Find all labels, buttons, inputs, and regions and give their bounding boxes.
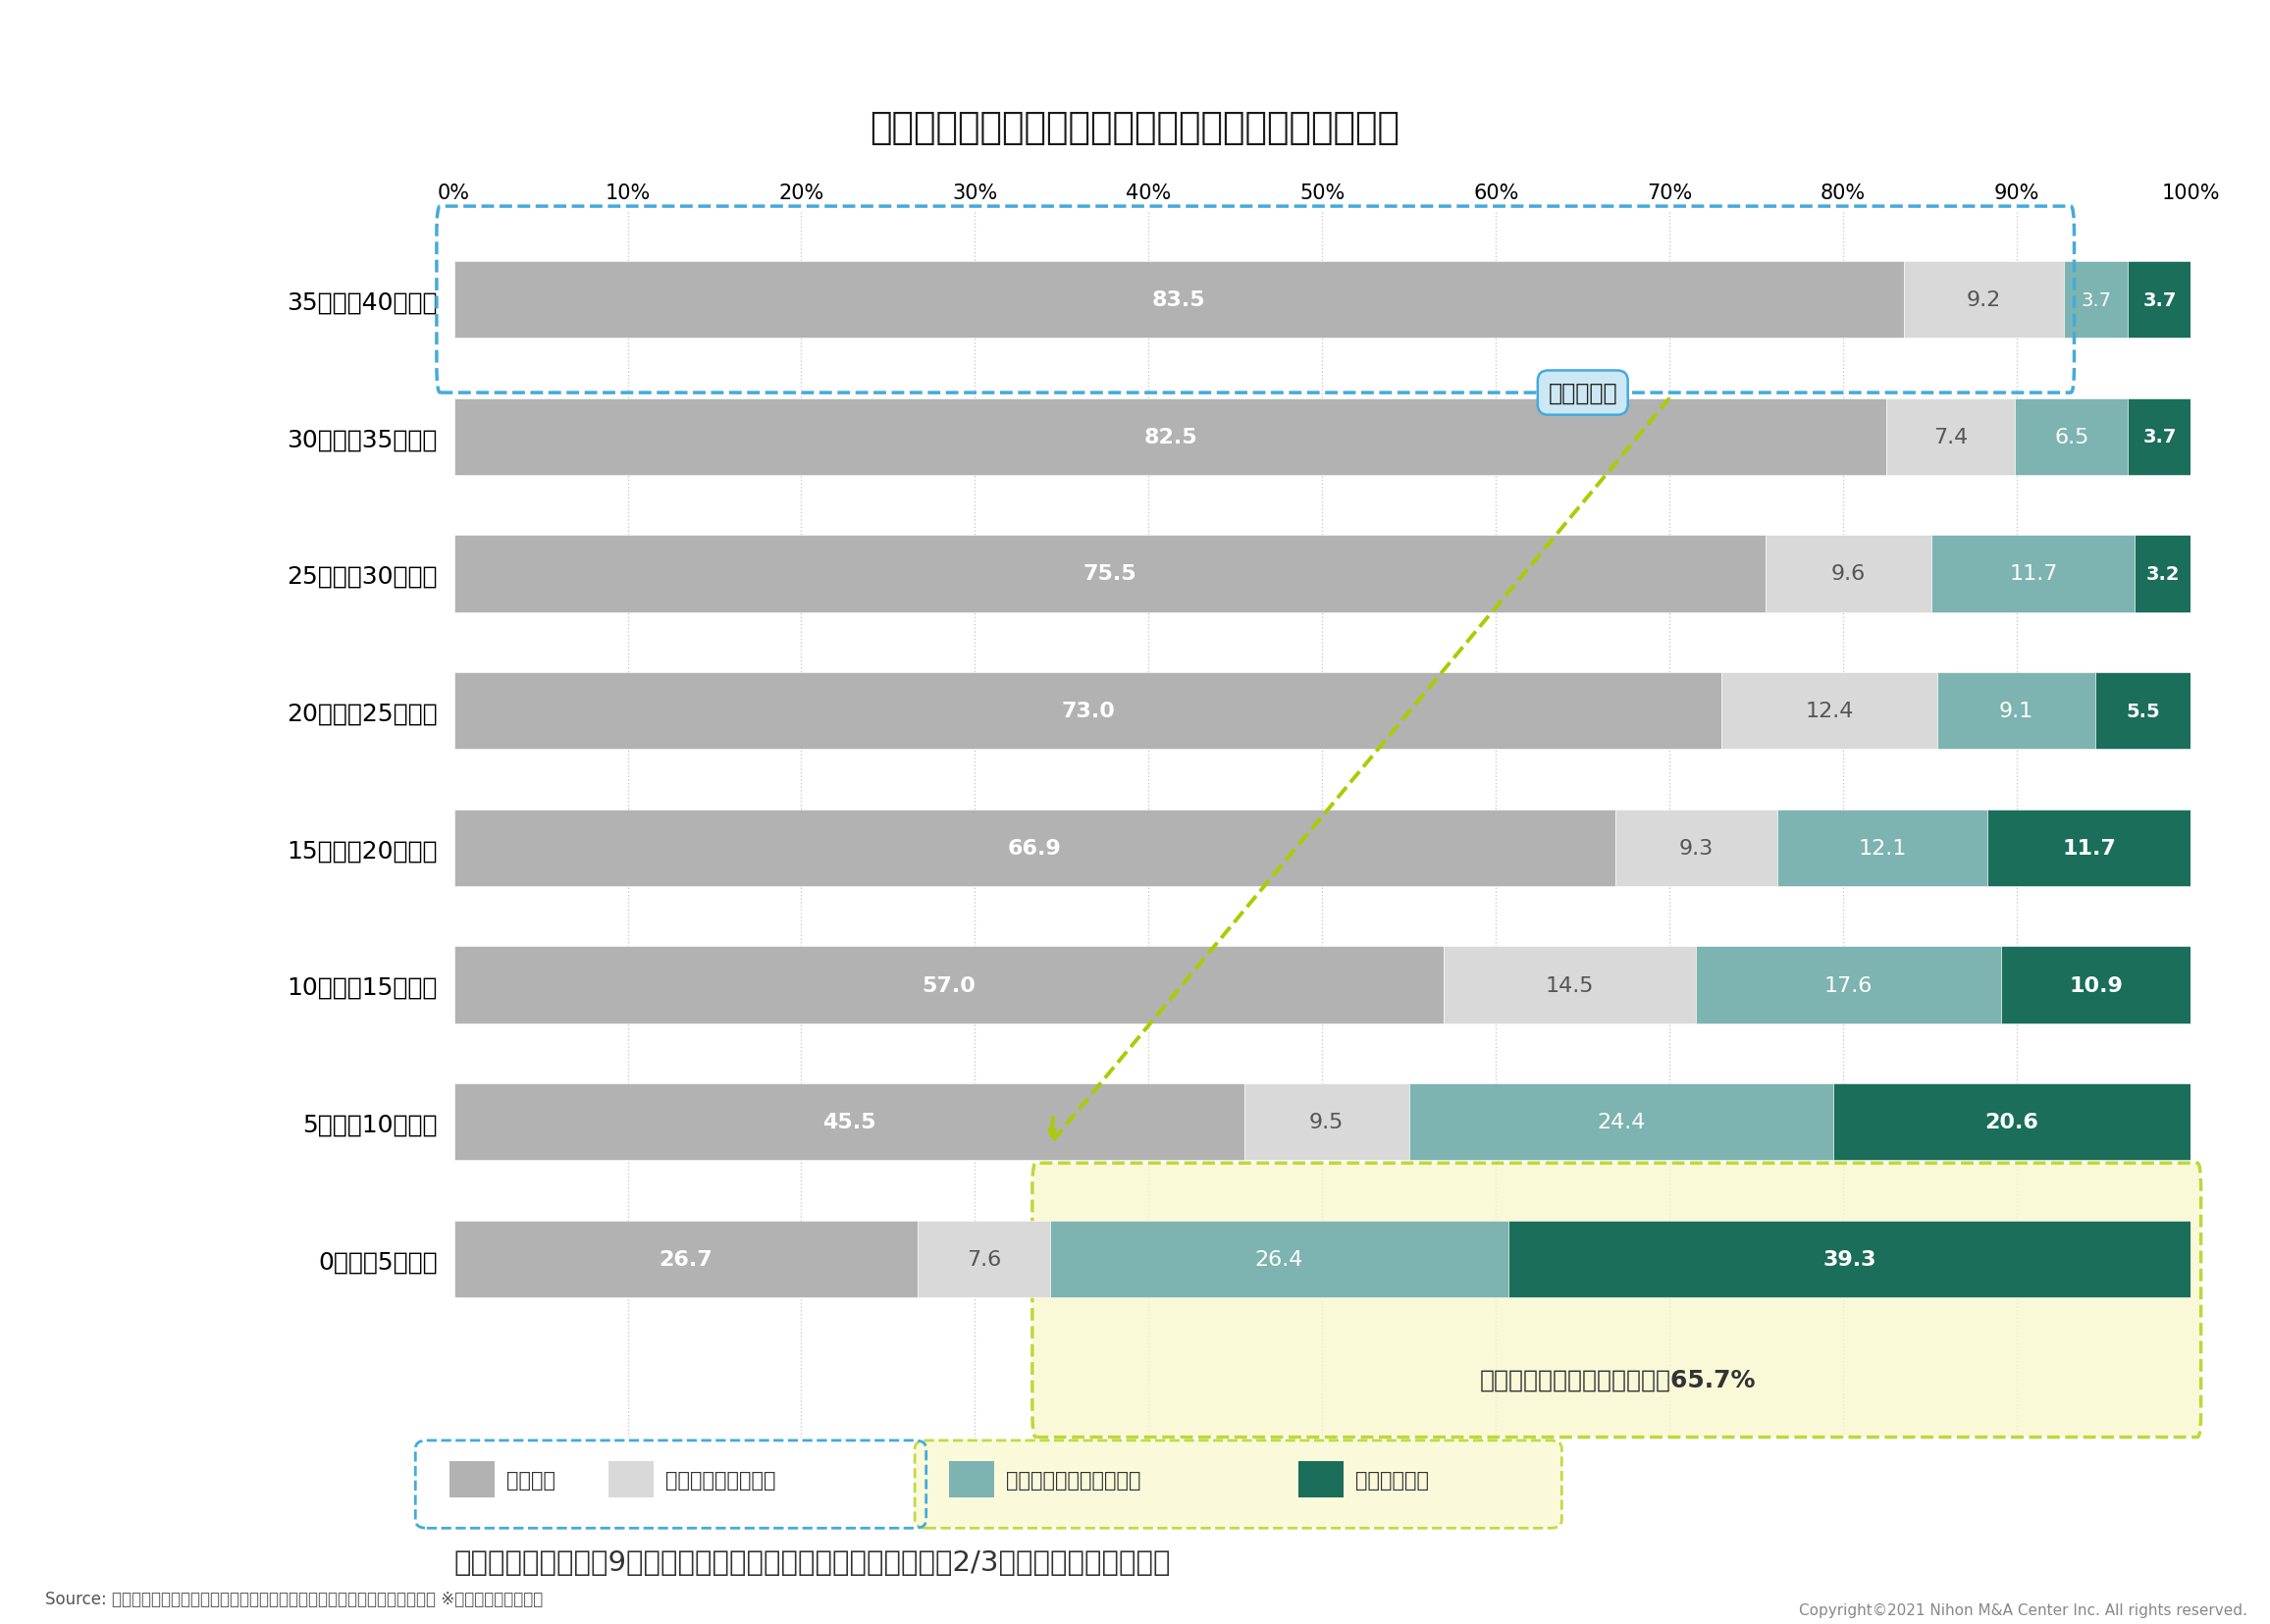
Text: 11.7: 11.7 [2009,565,2057,585]
Text: 9.3: 9.3 [1680,838,1714,857]
Text: 3.7: 3.7 [2143,291,2177,310]
Text: 14.5: 14.5 [1546,976,1594,996]
Bar [1905,261,2063,338]
Text: 3.7: 3.7 [2082,291,2111,310]
Bar [454,400,1886,476]
Text: 82.5: 82.5 [1144,427,1196,447]
Text: 親族以外の役員・従業員: 親族以外の役員・従業員 [1006,1470,1140,1489]
Text: 6.5: 6.5 [2054,427,2088,447]
Text: かつて親族内承継が9割を占めていたが、最近では親族外承継が2/3を占めるまでになった: かつて親族内承継が9割を占めていたが、最近では親族外承継が2/3を占めるまでにな… [454,1549,1171,1575]
Text: Source: 中小企業庁「事業承継を中心とする事業活化に関する検討会（第一回）」 ※資料を元に再編加工: Source: 中小企業庁「事業承継を中心とする事業活化に関する検討会（第一回）… [45,1590,543,1606]
Text: 息子・娘: 息子・娘 [506,1470,556,1489]
Text: 17.6: 17.6 [1825,976,1873,996]
Text: 66.9: 66.9 [1008,838,1062,857]
Text: 9.2: 9.2 [1966,291,2002,310]
Text: 社外の第三者: 社外の第三者 [1355,1470,1428,1489]
Text: 12.4: 12.4 [1805,702,1855,721]
Bar [454,1083,1244,1161]
Bar [1616,810,1777,887]
Text: 45.5: 45.5 [822,1112,876,1132]
Text: 9.6: 9.6 [1832,565,1866,585]
Text: 7.4: 7.4 [1934,427,1968,447]
Text: 3.2: 3.2 [2145,565,2179,583]
Bar [917,1221,1049,1298]
Bar [1777,810,1986,887]
FancyBboxPatch shape [1033,1163,2202,1437]
Bar [1696,947,2002,1023]
Bar [1049,1221,1507,1298]
Text: 26.7: 26.7 [658,1249,713,1268]
Text: 親族内承継: 親族内承継 [1548,382,1619,404]
Bar [2016,400,2127,476]
Text: 83.5: 83.5 [1153,291,1205,310]
Text: 24.4: 24.4 [1596,1112,1646,1132]
Bar [454,672,1721,750]
Bar [1766,536,1932,612]
Text: 親族外承継（第三者承継）：65.7%: 親族外承継（第三者承継）：65.7% [1480,1367,1755,1392]
Text: 7.6: 7.6 [967,1249,1001,1268]
Text: 73.0: 73.0 [1060,702,1115,721]
Bar [454,536,1766,612]
Bar [2063,261,2127,338]
Bar [2127,261,2193,338]
Bar [2002,947,2191,1023]
Bar [1507,1221,2191,1298]
Bar [1721,672,1936,750]
Bar [454,810,1616,887]
Text: 10.9: 10.9 [2068,976,2122,996]
Bar [1936,672,2095,750]
Bar [2095,672,2191,750]
Text: 26.4: 26.4 [1255,1249,1303,1268]
Bar [2127,400,2193,476]
Text: 3.7: 3.7 [2143,427,2177,447]
Bar [1832,1083,2191,1161]
Text: Copyright©2021 Nihon M&A Center Inc. All rights reserved.: Copyright©2021 Nihon M&A Center Inc. All… [1798,1603,2247,1618]
Text: 息子・娘以外の親族: 息子・娘以外の親族 [665,1470,776,1489]
Text: 9.5: 9.5 [1310,1112,1344,1132]
Bar [454,947,1444,1023]
Bar [1244,1083,1410,1161]
Text: 11.7: 11.7 [2061,838,2116,857]
Bar [454,1221,917,1298]
Text: 39.3: 39.3 [1823,1249,1875,1268]
Bar [1410,1083,1832,1161]
Text: 経営者の在任期間別の現経営者と先代経営者との関係: 経営者の在任期間別の現経営者と先代経営者との関係 [869,110,1401,146]
Bar [1932,536,2136,612]
Bar [2136,536,2191,612]
Bar [1886,400,2016,476]
Text: 親族外承継割合が２/３に増加: 親族外承継割合が２/３に増加 [50,34,429,78]
Bar [454,261,1905,338]
Text: 9.1: 9.1 [1998,702,2034,721]
Text: 5.5: 5.5 [2125,702,2159,721]
Bar [1986,810,2191,887]
Text: 75.5: 75.5 [1083,565,1137,585]
Bar [1444,947,1696,1023]
Text: 57.0: 57.0 [922,976,976,996]
Text: 20.6: 20.6 [1984,1112,2038,1132]
Text: 12.1: 12.1 [1859,838,1907,857]
